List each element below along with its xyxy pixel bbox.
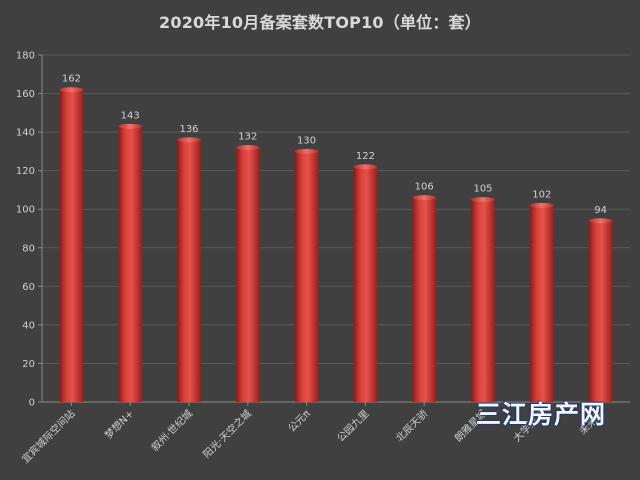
y-tick-label: 20 (22, 359, 35, 370)
x-tick-label: 公园九里 (335, 408, 372, 445)
bar (236, 147, 260, 402)
bar (294, 151, 319, 402)
data-label: 143 (121, 110, 140, 121)
bar (530, 205, 554, 402)
x-tick-label: 阳光·天空之城 (200, 407, 254, 461)
y-tick-label: 140 (16, 128, 35, 139)
y-tick-label: 180 (16, 51, 35, 62)
x-tick-label: 北辰天骄 (394, 408, 431, 445)
y-tick-label: 120 (16, 166, 35, 177)
bar-cap (294, 148, 319, 154)
chart-title: 2020年10月备案套数TOP10（单位：套） (159, 13, 481, 32)
bar (471, 199, 495, 402)
y-tick-label: 100 (16, 205, 35, 216)
y-tick-label: 60 (22, 282, 35, 293)
x-tick-label: 公元π (287, 408, 313, 434)
bar-cap (353, 164, 378, 170)
data-label: 102 (532, 189, 551, 200)
data-label: 136 (179, 124, 198, 135)
data-label: 106 (415, 182, 434, 193)
watermark-logo: 三江房产网 (476, 400, 607, 429)
bar (118, 126, 142, 403)
y-tick-label: 40 (22, 320, 35, 331)
bar-cap (471, 197, 495, 203)
bar-cap (177, 137, 201, 143)
data-label: 162 (62, 74, 81, 85)
y-tick-label: 0 (29, 398, 35, 409)
data-label: 94 (594, 205, 607, 216)
x-tick-label: 梦想N+ (102, 407, 137, 442)
data-label: 122 (356, 151, 375, 162)
data-label: 130 (297, 135, 316, 146)
bar-cap (236, 145, 260, 151)
bar-cap (59, 87, 84, 93)
y-tick-label: 160 (16, 89, 35, 100)
bars (59, 87, 613, 403)
bar (177, 139, 201, 403)
bar-cap (118, 123, 142, 129)
bar-cap (588, 218, 613, 224)
bar (412, 197, 436, 402)
data-label: 105 (473, 184, 492, 195)
bar (588, 220, 613, 402)
x-tick-label: 叙州·世纪城 (148, 407, 195, 454)
data-label: 132 (238, 132, 257, 143)
bar-cap (412, 195, 436, 201)
y-tick-label: 80 (22, 243, 35, 254)
x-tick-label: 宜宾城际空间站 (19, 407, 78, 466)
bar (353, 166, 378, 402)
bar (59, 89, 84, 402)
bar-cap (530, 202, 554, 208)
